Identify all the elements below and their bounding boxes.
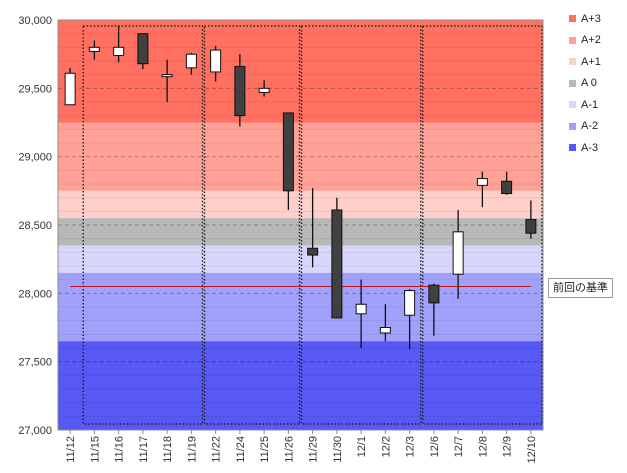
band-aminus2 (58, 272, 543, 342)
candle-body-up (404, 290, 416, 316)
legend-swatch (569, 15, 576, 23)
x-tick-label: 12/3 (405, 436, 417, 457)
candle-body-down (331, 209, 343, 319)
x-tick-label: 12/7 (453, 436, 465, 457)
candle-body-up (185, 53, 197, 69)
legend-label: A-2 (581, 120, 599, 133)
legend-swatch (569, 122, 576, 130)
x-tick-label: 11/18 (162, 436, 174, 463)
x-tick-label: 11/22 (211, 436, 223, 463)
legend-label: A-1 (581, 98, 599, 111)
band-a0 (58, 218, 543, 246)
candle-body-up (88, 46, 100, 52)
week-group-box (82, 25, 204, 425)
band-aplus2 (58, 122, 543, 191)
candle-body-up (64, 72, 76, 106)
y-tick-label: 27,500 (18, 357, 52, 369)
y-tick-label: 29,500 (18, 83, 52, 95)
week-group-box (422, 25, 543, 425)
legend-swatch (569, 144, 576, 152)
x-tick-label: 11/16 (114, 436, 126, 463)
x-tick-label: 12/1 (356, 436, 368, 457)
x-tick-label: 11/24 (235, 436, 247, 463)
candle-body-up (355, 303, 367, 315)
candle-body-up (161, 74, 173, 78)
x-tick-label: 11/25 (259, 436, 271, 463)
band-aminus3 (58, 341, 543, 430)
x-tick-label: 11/19 (186, 436, 198, 463)
legend-swatch (569, 101, 576, 109)
week-group-box (203, 25, 301, 425)
candle-body-down (525, 219, 537, 234)
legend-swatch (569, 36, 576, 44)
legend-label: A+2 (581, 34, 601, 47)
candle-body-down (501, 180, 513, 195)
legend-item-a-plus-3: A+3 (569, 8, 627, 30)
x-tick-label: 12/10 (526, 436, 538, 464)
y-tick-label: 30,000 (18, 15, 52, 27)
week-group-box (300, 25, 422, 425)
candle-body-up (452, 231, 464, 275)
legend-label: A+1 (581, 55, 601, 68)
candle-body-down (307, 247, 319, 256)
legend-label: A+3 (581, 12, 601, 25)
x-tick-label: 11/30 (332, 436, 344, 463)
candle-body-up (210, 49, 222, 73)
x-tick-label: 11/29 (308, 436, 320, 463)
legend-item-a-0: A 0 (569, 73, 627, 95)
x-tick-label: 12/9 (502, 436, 514, 457)
legend-label: A-3 (581, 141, 599, 154)
legend-item-a-plus-2: A+2 (569, 30, 627, 52)
band-aminus1 (58, 245, 543, 273)
candle-body-down (137, 33, 149, 65)
y-tick-label: 29,000 (18, 152, 52, 164)
x-tick-label: 12/2 (380, 436, 392, 457)
plot-area-border (57, 19, 544, 431)
legend-item-a-plus-1: A+1 (569, 51, 627, 73)
candle-body-up (113, 46, 125, 57)
legend-item-a-minus-3: A-3 (569, 137, 627, 159)
candle-body-down (234, 65, 246, 117)
candle-body-down (428, 284, 440, 304)
legend-item-a-minus-1: A-1 (569, 94, 627, 116)
candle-body-up (476, 178, 488, 186)
x-tick-label: 11/17 (138, 436, 150, 463)
legend-item-a-minus-2: A-2 (569, 116, 627, 138)
legend-swatch (569, 58, 576, 66)
x-tick-label: 11/15 (89, 436, 101, 463)
y-tick-label: 28,500 (18, 220, 52, 232)
legend-swatch (569, 79, 576, 87)
y-tick-label: 28,000 (18, 288, 52, 300)
reference-line-callout: 前回の基準 (548, 278, 613, 298)
legend-label: A 0 (581, 77, 597, 90)
x-tick-label: 11/26 (283, 436, 295, 463)
candle-body-down (282, 112, 294, 192)
x-tick-label: 12/8 (477, 436, 489, 457)
x-tick-label: 12/6 (429, 436, 441, 457)
band-aplus3 (58, 20, 543, 123)
x-tick-label: 11/12 (65, 436, 77, 463)
y-tick-label: 27,000 (18, 425, 52, 437)
legend: A+3 A+2 A+1 A 0 A-1 A-2 A-3 (569, 8, 627, 159)
candle-body-up (379, 327, 391, 334)
band-aplus1 (58, 190, 543, 219)
candle-body-up (258, 87, 270, 93)
